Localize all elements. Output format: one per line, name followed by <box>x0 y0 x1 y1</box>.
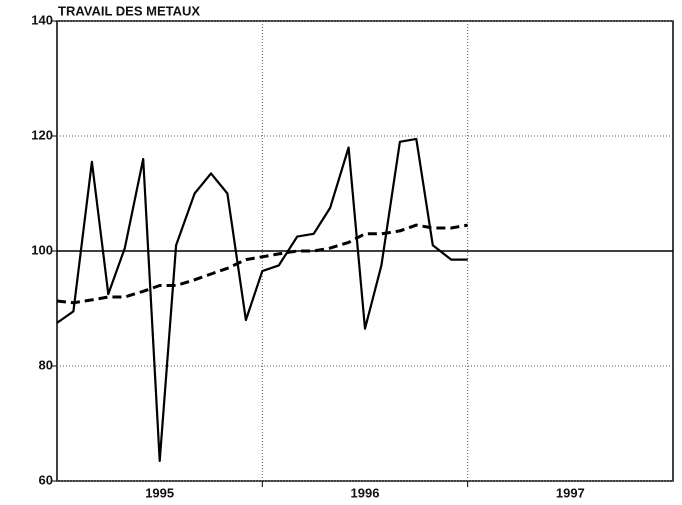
y-tick-label: 120 <box>31 127 53 142</box>
y-tick-label: 140 <box>31 12 53 27</box>
x-tick-label: 1997 <box>556 485 585 500</box>
y-tick-label: 100 <box>31 242 53 257</box>
x-tick-label: 1996 <box>351 485 380 500</box>
data-line <box>56 137 468 462</box>
y-tick-label: 80 <box>39 357 53 372</box>
y-tick-label: 60 <box>39 472 53 487</box>
data-line <box>56 223 468 305</box>
x-tick-label: 1995 <box>145 485 174 500</box>
chart-title: TRAVAIL DES METAUX <box>58 3 200 18</box>
